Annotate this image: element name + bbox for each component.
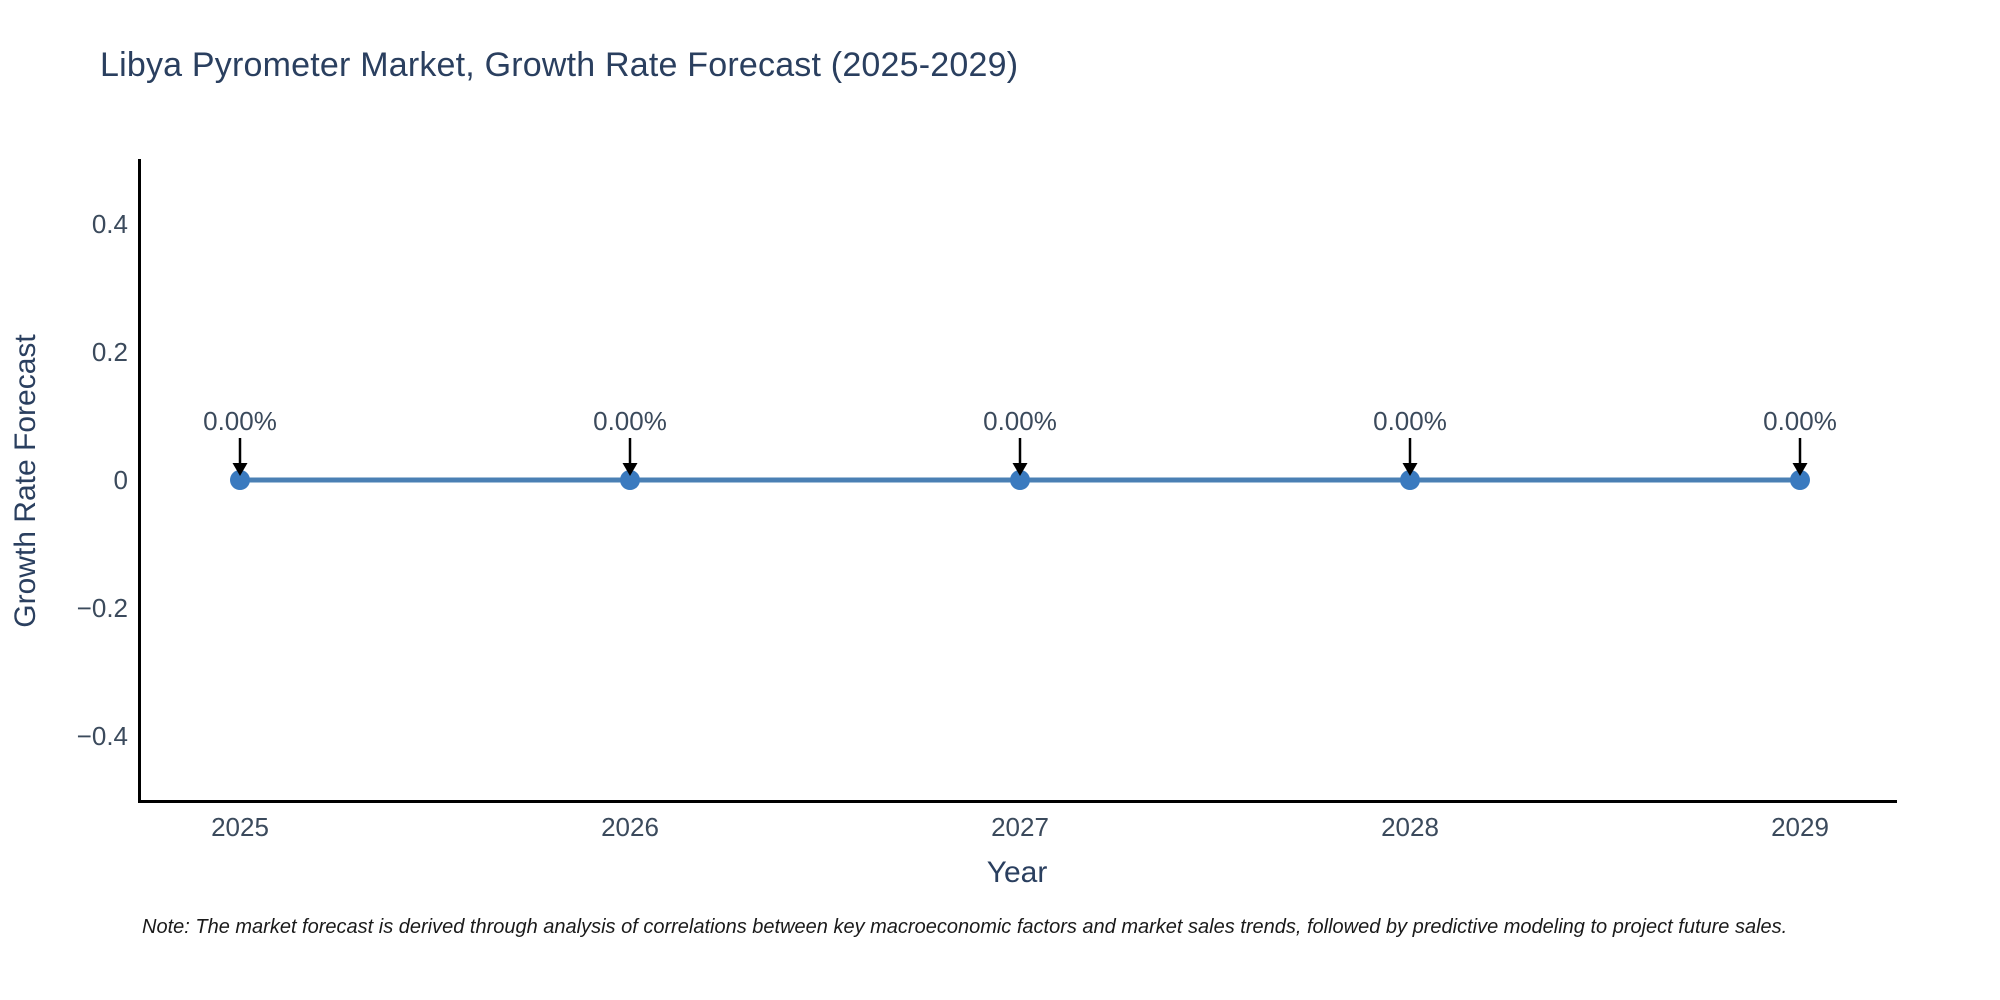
annotation-arrow-head	[1402, 463, 1418, 476]
y-tick-label: 0.2	[92, 337, 128, 367]
annotation-label: 0.00%	[1763, 406, 1837, 436]
data-point-marker[interactable]	[1400, 470, 1420, 490]
y-tick-label: −0.4	[77, 721, 128, 751]
chart-title: Libya Pyrometer Market, Growth Rate Fore…	[100, 46, 1019, 84]
x-tick-label: 2028	[1381, 812, 1439, 842]
data-point-marker[interactable]	[1790, 470, 1810, 490]
x-tick-label: 2027	[991, 812, 1049, 842]
y-tick-label: −0.2	[77, 593, 128, 623]
y-tick-label: 0.4	[92, 209, 128, 239]
annotation-label: 0.00%	[593, 406, 667, 436]
x-tick-label: 2025	[211, 812, 269, 842]
data-point-marker[interactable]	[620, 470, 640, 490]
x-tick-label: 2029	[1771, 812, 1829, 842]
data-point-marker[interactable]	[230, 470, 250, 490]
annotation-arrow-head	[1012, 463, 1028, 476]
data-point-marker[interactable]	[1010, 470, 1030, 490]
footnote: Note: The market forecast is derived thr…	[142, 916, 1788, 938]
annotation-label: 0.00%	[203, 406, 277, 436]
annotation-arrow-head	[622, 463, 638, 476]
x-tick-label: 2026	[601, 812, 659, 842]
annotation-arrow-head	[232, 463, 248, 476]
annotation-label: 0.00%	[1373, 406, 1447, 436]
y-tick-label: 0	[114, 465, 128, 495]
annotation-arrow-head	[1792, 463, 1808, 476]
annotation-label: 0.00%	[983, 406, 1057, 436]
x-axis-title: Year	[986, 856, 1048, 889]
